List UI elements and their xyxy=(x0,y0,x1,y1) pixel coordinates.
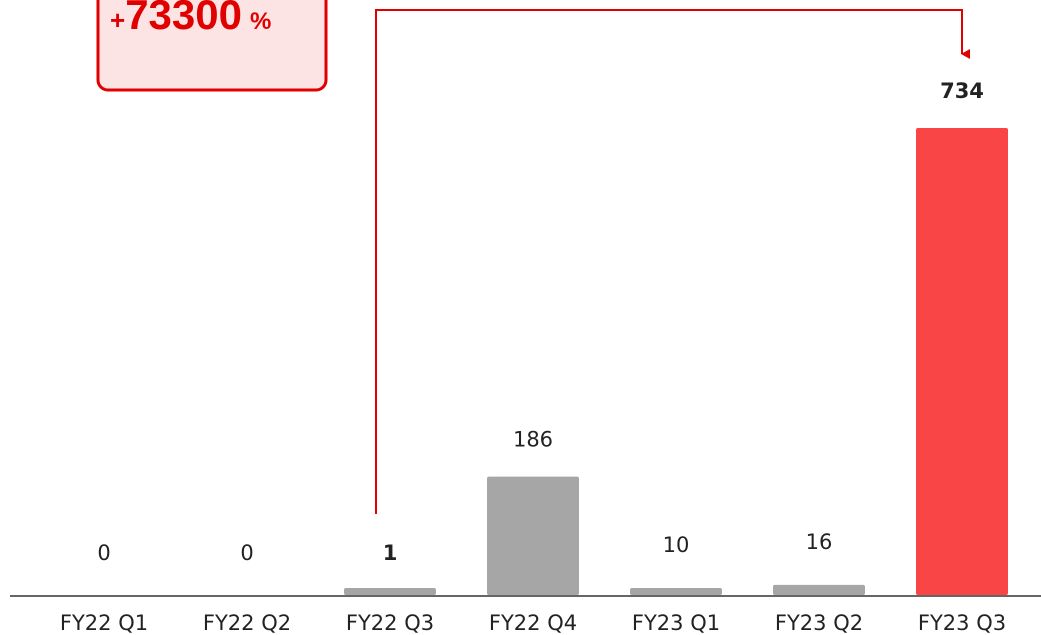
bar-fy23-q1 xyxy=(630,588,722,595)
growth-callout-sign: + xyxy=(110,5,125,35)
callout-connector-arrow xyxy=(375,9,970,514)
growth-callout-number: 73300 xyxy=(125,0,242,38)
category-labels-group: FY22 Q1 FY22 Q2 FY22 Q3 FY22 Q4 FY23 Q1 FY23 … xyxy=(60,611,1006,635)
value-label-fy22-q3: 1 xyxy=(383,541,398,565)
category-label-fy23-q2: FY23 Q2 xyxy=(775,611,863,635)
svg-text:+73300%: +73300% xyxy=(110,0,271,38)
value-labels-group: 0 0 1 186 10 16 734 xyxy=(97,79,984,565)
growth-callout-unit: % xyxy=(250,8,271,35)
category-label-fy22-q1: FY22 Q1 xyxy=(60,611,148,635)
category-label-fy22-q2: FY22 Q2 xyxy=(203,611,291,635)
bar-fy23-q2 xyxy=(773,584,865,595)
category-label-fy23-q1: FY23 Q1 xyxy=(632,611,720,635)
value-label-fy22-q4: 186 xyxy=(513,428,553,452)
value-label-fy23-q2: 16 xyxy=(806,530,833,554)
value-label-fy23-q1: 10 xyxy=(663,533,690,557)
bars-group xyxy=(344,128,1008,595)
growth-callout: +73300% xyxy=(96,0,328,92)
growth-callout-box xyxy=(96,0,328,92)
bar-fy23-q3 xyxy=(916,128,1008,595)
category-label-fy22-q4: FY22 Q4 xyxy=(489,611,577,635)
category-label-fy22-q3: FY22 Q3 xyxy=(346,611,434,635)
value-label-fy23-q3: 734 xyxy=(940,79,984,103)
bar-fy22-q3 xyxy=(344,588,436,595)
value-label-fy22-q1: 0 xyxy=(97,541,110,565)
bar-fy22-q4 xyxy=(487,476,579,595)
category-label-fy23-q3: FY23 Q3 xyxy=(918,611,1006,635)
value-label-fy22-q2: 0 xyxy=(240,541,253,565)
